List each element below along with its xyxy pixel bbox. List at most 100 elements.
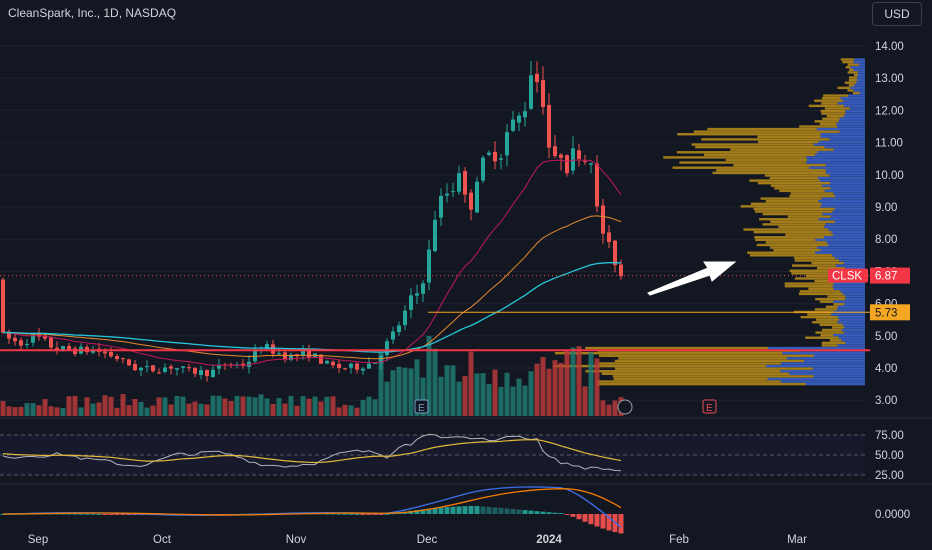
vp-bar-up [762, 223, 826, 226]
vp-bar-up [785, 233, 833, 236]
vp-bar-up [784, 285, 833, 288]
volume-bars [0, 336, 624, 416]
vp-bar-down [842, 292, 865, 296]
vp-bar-up [585, 370, 781, 373]
vp-bar-down [786, 357, 865, 360]
candle-body [19, 340, 23, 346]
candle-body [433, 219, 437, 252]
vp-bar-down [807, 158, 865, 162]
macd-histogram-bar [480, 506, 486, 514]
currency-selector[interactable]: USD [872, 2, 922, 26]
vp-bar-down [824, 145, 865, 149]
candle-body [541, 80, 545, 107]
chart-title: CleanSpark, Inc., 1D, NASDAQ [8, 6, 177, 20]
vp-bar-down [804, 359, 865, 363]
vp-bar-up [790, 192, 834, 195]
vp-bar-up [789, 194, 835, 198]
vp-bar-up [613, 377, 768, 381]
volume-bar [234, 395, 240, 416]
volume-bar [24, 403, 30, 416]
volume-bar [162, 397, 168, 416]
vp-bar-up [812, 321, 838, 324]
vp-bar-down [838, 259, 865, 262]
vp-bar-up [832, 326, 845, 329]
volume-bar [390, 370, 396, 416]
volume-bar [408, 368, 414, 416]
vp-bar-up [844, 81, 856, 84]
candle-body [601, 205, 605, 234]
volume-bar [252, 397, 258, 416]
candle-body [331, 361, 335, 366]
vp-bar-up [774, 187, 831, 190]
candle-body [61, 346, 65, 350]
candle-body [487, 152, 491, 155]
volume-bar [480, 373, 486, 416]
ema-50-line [2, 215, 622, 360]
vp-bar-down [854, 84, 865, 87]
volume-bar [210, 395, 216, 416]
vp-bar-down [833, 282, 865, 285]
macd-histogram-bar [78, 513, 84, 515]
volume-bar [174, 395, 180, 416]
volume-bar [432, 348, 438, 416]
vp-bar-down [765, 364, 865, 368]
vp-bar-down [815, 238, 865, 242]
vp-bar-up [676, 151, 818, 154]
time-axis: Sep Oct Nov Dec 2024 Feb Mar [28, 534, 807, 546]
vp-bar-down [819, 179, 865, 182]
macd-histogram-bar [486, 506, 492, 514]
candle-body [319, 354, 323, 364]
vp-bar-up [808, 287, 834, 290]
vp-bar-up [753, 230, 832, 234]
candle-body [589, 163, 593, 165]
vp-bar-down [781, 362, 865, 365]
volume-bar [558, 362, 564, 416]
vp-bar-down [782, 351, 865, 355]
macd-histogram-bar [120, 514, 126, 515]
macd-histogram-bar [468, 505, 474, 514]
vp-bar-down [840, 290, 865, 293]
vp-bar-down [837, 125, 865, 128]
time-tick-label: Sep [28, 534, 48, 546]
volume-bar [264, 398, 270, 416]
vp-bar-down [812, 367, 865, 370]
vp-bar-up [612, 375, 814, 378]
volume-bar [66, 396, 72, 416]
vp-bar-up [816, 318, 840, 321]
volume-bar [438, 376, 444, 416]
candle-body [145, 365, 149, 367]
vp-bar-up [849, 68, 854, 72]
macd-histogram-bar [66, 513, 72, 515]
vp-bar-down [858, 63, 865, 66]
volume-bar [540, 357, 546, 416]
vp-bar-up [725, 158, 808, 162]
macd-histogram-bar [492, 507, 498, 514]
vp-bar-up [842, 60, 854, 64]
vp-bar-up [712, 171, 826, 175]
macd-histogram-bar [414, 509, 420, 514]
ticker-badge-label: CLSK [832, 271, 862, 283]
macd-histogram-bar [114, 514, 120, 515]
vp-bar-up [740, 205, 821, 208]
time-tick-label: Oct [153, 534, 172, 546]
vp-bar-up [794, 277, 845, 280]
macd-histogram-bar [384, 513, 390, 515]
volume-bar [180, 396, 186, 416]
vp-bar-up [614, 359, 805, 363]
vp-bar-down [826, 241, 865, 244]
vp-bar-down [813, 143, 865, 146]
candle-body [355, 363, 359, 370]
vp-bar-down [825, 169, 865, 172]
vp-bar-down [813, 354, 865, 357]
candle-body [205, 370, 209, 377]
macd-histogram-bar [474, 506, 480, 514]
vp-bar-down [858, 73, 865, 77]
volume-bar [516, 378, 522, 416]
vp-bar-up [799, 290, 841, 293]
vp-bar-down [824, 225, 865, 229]
vp-bar-down [836, 122, 865, 126]
vp-bar-down [856, 76, 865, 79]
candle-body [535, 73, 539, 83]
vp-bar-up [770, 246, 818, 249]
